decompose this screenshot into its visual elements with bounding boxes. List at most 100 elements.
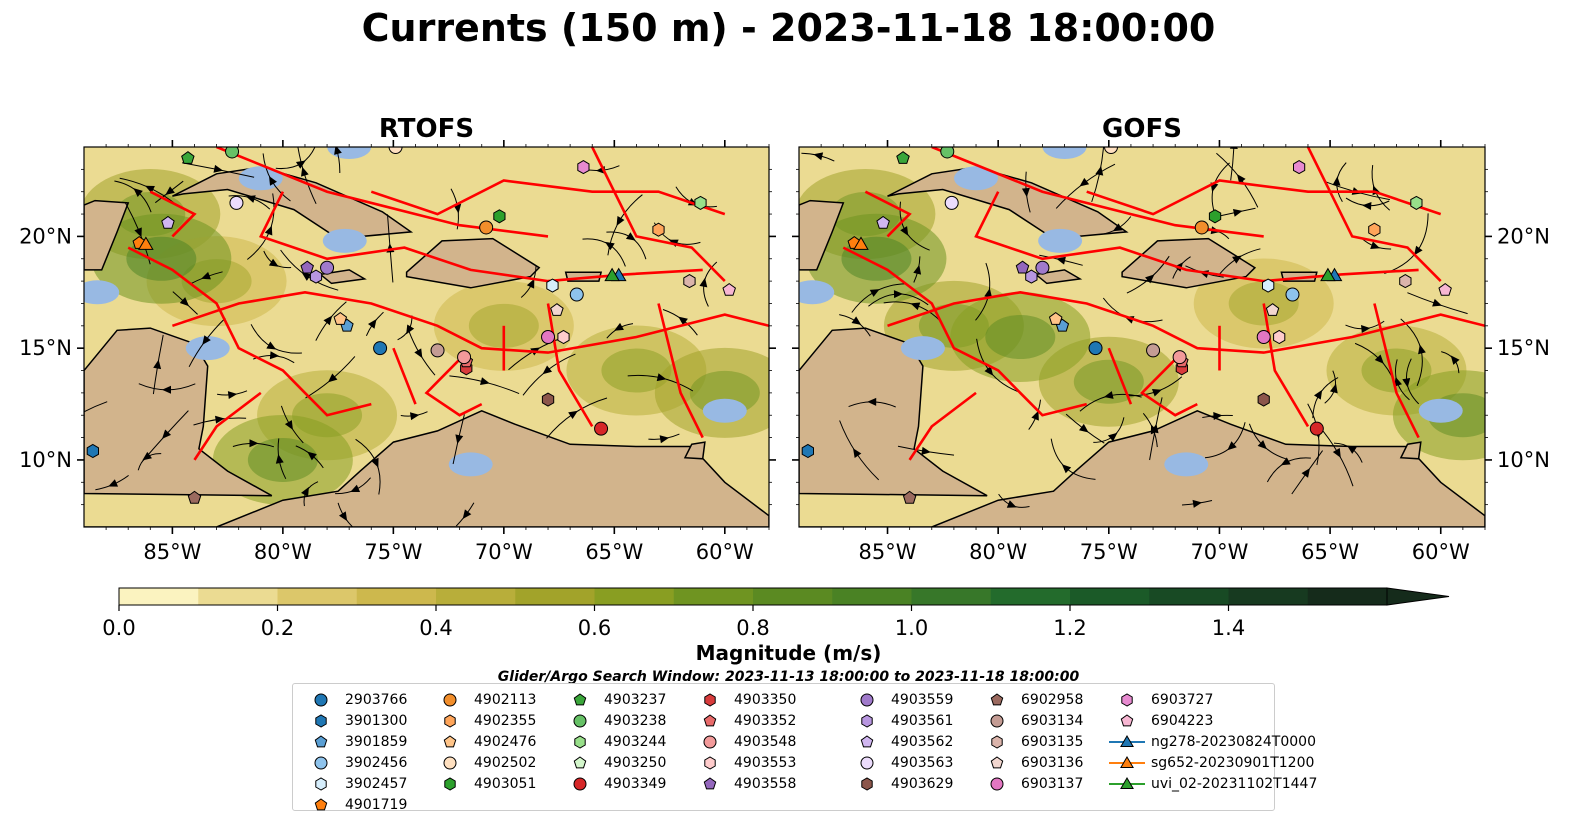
legend-marker-icon (443, 756, 457, 769)
legend-label: 4902502 (474, 754, 537, 771)
float-marker-6903136 (550, 303, 564, 316)
float-marker-4902355 (652, 222, 665, 237)
legend-label: 3901300 (345, 712, 408, 729)
float-marker-4903563 (944, 195, 959, 210)
streamline-arrow (869, 289, 880, 297)
streamline-arrow (1301, 468, 1310, 478)
streamline-arrow (269, 351, 280, 360)
colorbar-bin (1228, 588, 1309, 605)
legend-item: 6902958 (977, 689, 1083, 710)
magnitude-patch (1228, 281, 1299, 326)
y-tick-label: 15°N (19, 336, 72, 360)
legend-item: ng278-20230824T0000 (1107, 731, 1317, 752)
legend-hexagon-icon (704, 755, 716, 770)
legend-column: 4903559 4903561 4903562 4903563 4903629 (847, 689, 953, 794)
streamline-arrow (1257, 440, 1267, 450)
legend-marker-icon (991, 734, 1003, 749)
streamline-arrow (813, 152, 824, 161)
legend-pentagon-icon (314, 734, 328, 747)
legend-item: 6903727 (1107, 689, 1317, 710)
glider-marker-sg652-20230901T1200 (853, 236, 869, 250)
x-tick-label: 60°W (1412, 540, 1470, 564)
shallow-water (799, 280, 835, 305)
float-marker-4903559 (1035, 260, 1050, 275)
float-marker-4903349 (1309, 421, 1324, 436)
legend-label: 4903237 (604, 691, 667, 708)
streamline (1230, 147, 1235, 181)
legend-item: 4902355 (430, 710, 536, 731)
legend-item: sg652-20230901T1200 (1107, 752, 1317, 773)
land-mass (1034, 269, 1083, 285)
legend-triangle-icon (1120, 776, 1134, 789)
streamline-arrow (1236, 174, 1246, 184)
float-marker-4902476 (1048, 311, 1063, 325)
colorbar-bin (119, 588, 199, 605)
streamline-arrow (213, 164, 224, 173)
streamline-arrow (307, 451, 317, 461)
legend-label: 4902476 (474, 733, 537, 750)
legend-marker-icon (573, 755, 587, 768)
legend-marker-icon (860, 756, 874, 769)
colorbar-bin (753, 588, 833, 605)
colorbar-bin (198, 588, 279, 605)
legend-label: 4903629 (891, 775, 954, 792)
x-tick-label: 75°W (1080, 540, 1138, 564)
legend: 2903766 3901300 3901859 3902456 3902457 49017… (292, 683, 1317, 813)
colorbar-bin (277, 588, 358, 605)
x-tick-label: 80°W (969, 540, 1027, 564)
legend-hexagon-icon (315, 713, 327, 728)
boundary-line (193, 391, 262, 461)
legend-marker-icon (1121, 692, 1133, 707)
streamline-arrow (900, 226, 909, 236)
streamline-arrow (269, 175, 277, 186)
colorbar-extend-arrow (1386, 587, 1450, 606)
streamline-arrow (1329, 383, 1338, 394)
legend-triangle-icon (1120, 734, 1134, 747)
float-marker-4902476 (333, 311, 348, 325)
legend-label: 4903548 (734, 733, 797, 750)
boundary-line (370, 179, 726, 216)
legend-circle-icon (573, 714, 587, 727)
colorbar-bin (832, 588, 913, 605)
legend-label: 4903559 (891, 691, 954, 708)
streamline-arrow (108, 479, 119, 487)
legend-marker-icon (990, 714, 1004, 727)
streamline-arrow (323, 315, 333, 326)
streamline-arrow (295, 160, 306, 169)
magnitude-patch (247, 437, 318, 482)
boundary-line (1139, 358, 1198, 417)
land-mass (84, 409, 769, 527)
shallow-water (1164, 452, 1209, 477)
streamline-arrow (1056, 256, 1066, 265)
boundary-line (591, 147, 726, 283)
float-marker-4903553 (1273, 329, 1286, 345)
float-marker-3902456 (1285, 287, 1300, 302)
legend-circle-icon (990, 714, 1004, 727)
streamline-arrow (201, 271, 211, 280)
legend-label: 4903352 (734, 712, 797, 729)
colorbar-bin (436, 588, 516, 605)
legend-marker-icon (704, 755, 716, 770)
legend-item: 4903244 (560, 731, 666, 752)
streamline-arrow (68, 411, 80, 422)
streamline-arrow (145, 185, 155, 194)
colorbar-tick-label: 0.0 (102, 616, 135, 640)
legend-marker-icon (314, 756, 328, 769)
streamline-arrow (1313, 389, 1323, 400)
float-marker-6903136 (1265, 303, 1280, 316)
boundary-line (149, 190, 197, 238)
colorbar-tick-label: 0.2 (261, 616, 294, 640)
legend-item: 4903352 (690, 710, 796, 731)
legend-label: 6903134 (1021, 712, 1084, 729)
x-tick-label: 60°W (696, 540, 754, 564)
streamline-arrow (853, 448, 862, 458)
streamline-arrow (1079, 177, 1090, 187)
legend-label: 4903051 (474, 775, 537, 792)
streamline-arrow (1232, 208, 1243, 217)
float-marker-6903134 (430, 343, 445, 358)
legend-marker-icon (315, 713, 327, 728)
float-marker-4903244 (1410, 195, 1423, 210)
streamline-arrow (1361, 325, 1371, 333)
legend-hexagon-icon (861, 776, 873, 791)
